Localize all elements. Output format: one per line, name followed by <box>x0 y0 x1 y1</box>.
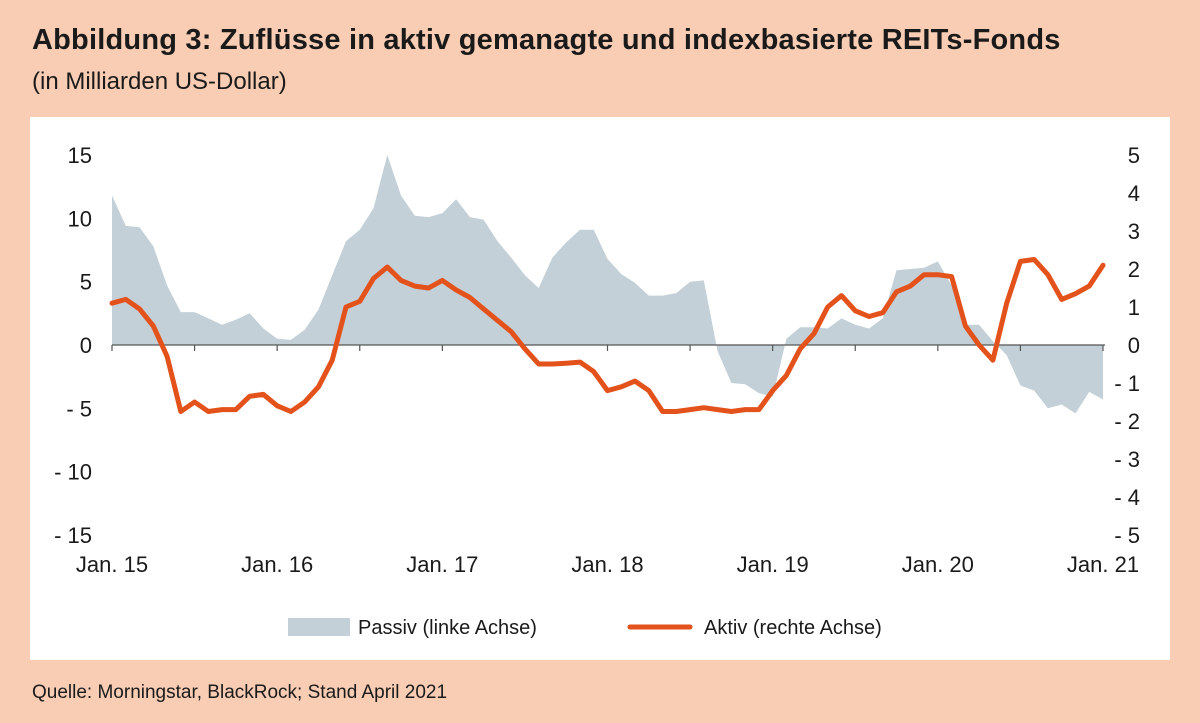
right-axis-tick-label: 2 <box>1128 257 1140 282</box>
chart-subtitle: (in Milliarden US-Dollar) <box>32 68 287 95</box>
x-axis-tick-label: Jan. 19 <box>737 552 809 577</box>
left-axis-tick-label: 15 <box>68 143 92 168</box>
x-axis-tick-label: Jan. 17 <box>406 552 478 577</box>
x-axis-ticks: Jan. 15 Jan. 16 Jan. 17 Jan. 18 Jan. 19 Jan. … <box>76 552 1139 577</box>
right-axis-tick-label: - 5 <box>1114 523 1140 548</box>
right-axis-tick-label: 0 <box>1128 333 1140 358</box>
right-axis-tick-label: 4 <box>1128 181 1140 206</box>
axes-layer <box>111 344 1105 351</box>
legend: Passiv (linke Achse) Aktiv (rechte Achse) <box>288 617 882 639</box>
legend-aktiv-label: Aktiv (rechte Achse) <box>704 617 882 639</box>
x-axis-tick-label: Jan. 16 <box>241 552 313 577</box>
left-axis-tick-label: 5 <box>80 270 92 295</box>
right-axis-tick-label: - 2 <box>1114 409 1140 434</box>
chart-title: Abbildung 3: Zuflüsse in aktiv gemanagte… <box>32 24 1061 56</box>
x-axis-tick-label: Jan. 21 <box>1067 552 1139 577</box>
right-axis-tick-label: - 3 <box>1114 447 1140 472</box>
x-axis-tick-label: Jan. 15 <box>76 552 148 577</box>
legend-passiv-swatch <box>288 618 350 636</box>
aktiv-line-layer <box>109 257 1106 414</box>
right-axis-tick-label: 3 <box>1128 219 1140 244</box>
aktiv-line <box>109 257 1106 414</box>
right-axis-tick-label: 1 <box>1128 295 1140 320</box>
left-axis-tick-label: 10 <box>68 206 92 231</box>
right-axis-tick-label: - 4 <box>1114 485 1140 510</box>
left-axis-tick-label: - 5 <box>66 396 92 421</box>
passiv-area <box>112 155 1103 414</box>
passiv-area-layer <box>112 155 1103 414</box>
left-axis-tick-label: - 15 <box>54 523 92 548</box>
right-axis-ticks: 5 4 3 2 1 0 - 1 - 2 - 3 - 4 - 5 <box>1114 143 1140 548</box>
legend-passiv-label: Passiv (linke Achse) <box>358 617 537 639</box>
left-axis-tick-label: 0 <box>80 333 92 358</box>
right-axis-tick-label: 5 <box>1128 143 1140 168</box>
right-axis-tick-label: - 1 <box>1114 371 1140 396</box>
left-axis-ticks: 15 10 5 0 - 5 - 10 - 15 <box>54 143 92 548</box>
x-axis-tick-label: Jan. 20 <box>902 552 974 577</box>
source-note: Quelle: Morningstar, BlackRock; Stand Ap… <box>32 682 448 703</box>
x-axis-tick-label: Jan. 18 <box>571 552 643 577</box>
left-axis-tick-label: - 10 <box>54 460 92 485</box>
